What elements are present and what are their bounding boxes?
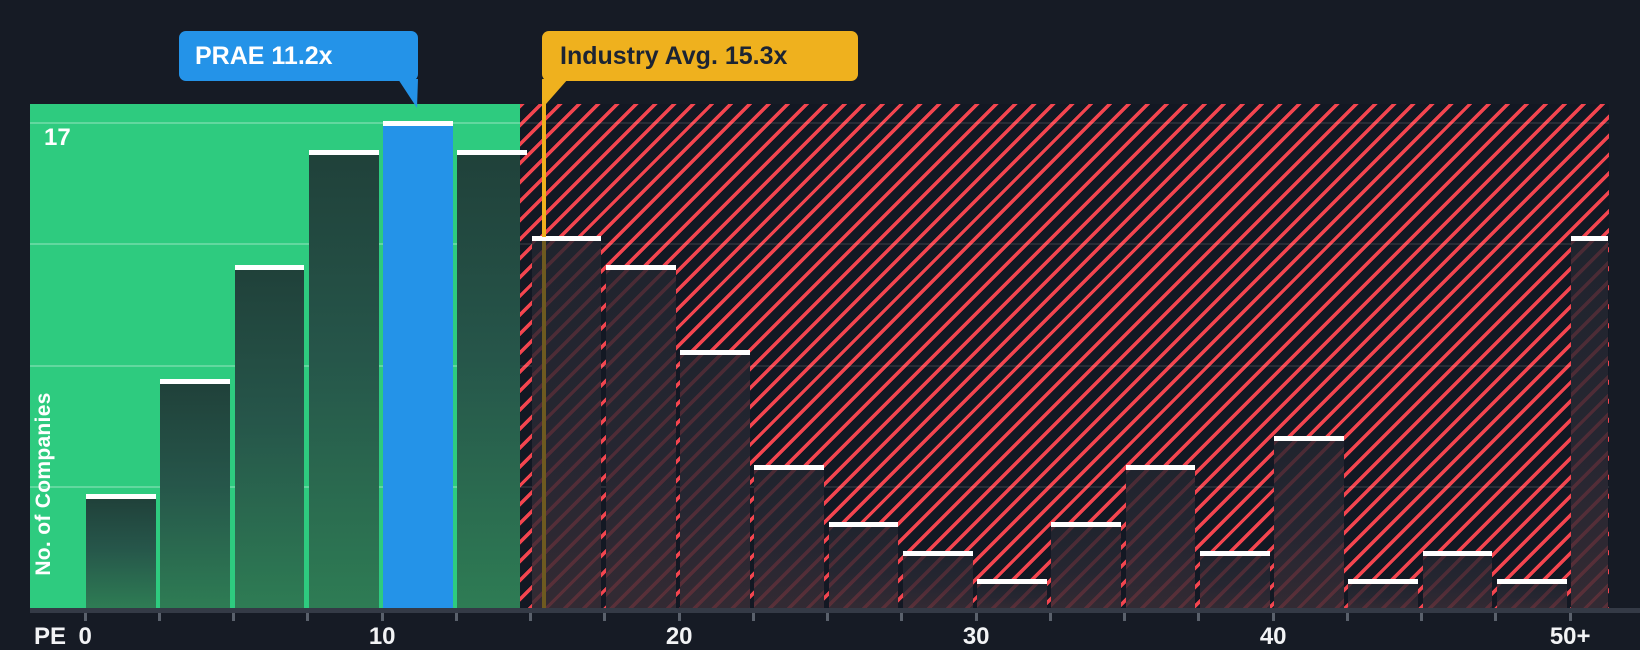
x-axis-tick [1568, 613, 1572, 621]
x-axis-tick [232, 613, 236, 621]
histogram-bar[interactable] [1496, 584, 1567, 608]
bar-top-line [977, 579, 1047, 585]
x-axis-tick [1420, 613, 1424, 621]
x-axis-tick [1345, 613, 1349, 621]
histogram-bar[interactable] [457, 155, 520, 608]
bar-top-line [902, 550, 973, 556]
histogram-bar[interactable] [86, 498, 156, 608]
x-axis-tick [1271, 613, 1275, 621]
y-max-label: 17 [44, 124, 71, 151]
bar-top-line [1496, 579, 1567, 585]
x-axis-tick-label: 40 [1259, 623, 1287, 650]
x-axis-tick [1048, 613, 1052, 621]
industry-avg-line [542, 80, 546, 237]
bar-top-line [1051, 522, 1122, 528]
histogram-bar[interactable] [1274, 441, 1344, 608]
h-gridline [30, 243, 520, 246]
histogram-bar[interactable] [1348, 584, 1419, 608]
industry-avg-line-dimmed [542, 241, 546, 608]
histogram-bar[interactable] [1422, 555, 1493, 608]
x-axis-tick [751, 613, 755, 621]
x-axis-tick [529, 613, 533, 621]
histogram-bar[interactable] [1051, 527, 1122, 608]
x-axis-tick-label: 30 [962, 623, 990, 650]
bar-top-line [308, 150, 379, 156]
histogram-bar[interactable] [828, 527, 899, 608]
bar-top-line [1199, 550, 1270, 556]
h-gridline [520, 486, 1609, 489]
x-axis-tick [454, 613, 458, 621]
x-axis-tick-label: 50+ [1549, 623, 1591, 650]
histogram-bar[interactable] [1125, 469, 1196, 608]
bar-top-line [1348, 579, 1419, 585]
bar-top-line [1571, 235, 1609, 241]
bar-top-line [1422, 550, 1493, 556]
bar-top-line [234, 264, 305, 270]
x-axis-tick [83, 613, 87, 621]
x-axis-tick [1123, 613, 1127, 621]
h-gridline [30, 121, 520, 124]
h-gridline [520, 364, 1609, 367]
bar-top-line [531, 235, 602, 241]
bar-top-line [605, 264, 676, 270]
histogram-bar[interactable] [977, 584, 1047, 608]
x-axis-tick [603, 613, 607, 621]
bar-top-line [457, 150, 527, 156]
bar-top-line [754, 464, 825, 470]
x-axis-tick [380, 613, 384, 621]
x-axis-tick [677, 613, 681, 621]
bar-top-line [680, 350, 750, 356]
x-axis-tick-label: 10 [368, 623, 396, 650]
x-axis-tick [1494, 613, 1498, 621]
histogram-bar[interactable] [308, 155, 379, 608]
bar-top-line [86, 493, 156, 499]
bar-top-line [160, 379, 231, 385]
x-axis-tick [1197, 613, 1201, 621]
company-callout-label: PRAE 11.2x [195, 42, 333, 70]
x-axis-tick [974, 613, 978, 621]
histogram-bar[interactable] [902, 555, 973, 608]
histogram-bar[interactable] [1199, 555, 1270, 608]
industry-callout-label: Industry Avg. 15.3x [560, 42, 788, 70]
x-axis-tick-label: 20 [665, 623, 693, 650]
x-axis-tick [826, 613, 830, 621]
x-axis-tick [157, 613, 161, 621]
histogram-bar[interactable] [680, 355, 750, 608]
bar-top-line [1125, 464, 1196, 470]
h-gridline [520, 243, 1609, 246]
h-gridline [520, 121, 1609, 124]
histogram-bar[interactable] [605, 269, 676, 608]
bar-top-line [383, 121, 453, 127]
x-axis-tick [900, 613, 904, 621]
x-axis-tick-label: 0 [78, 623, 92, 650]
bar-top-line [828, 522, 899, 528]
histogram-bar[interactable] [754, 469, 825, 608]
company-callout[interactable]: PRAE 11.2x [179, 31, 418, 81]
x-axis-unit-label: PE [34, 623, 67, 650]
industry-callout[interactable]: Industry Avg. 15.3x [542, 31, 858, 81]
x-axis-line [30, 608, 1640, 613]
histogram-bar[interactable] [1571, 240, 1609, 608]
histogram-bar[interactable] [160, 384, 231, 608]
y-axis-title: No. of Companies [32, 392, 55, 576]
highlighted-company-bar[interactable] [383, 126, 453, 608]
x-axis-tick [306, 613, 310, 621]
bar-top-line [1274, 436, 1344, 442]
histogram-bar[interactable] [234, 269, 305, 608]
